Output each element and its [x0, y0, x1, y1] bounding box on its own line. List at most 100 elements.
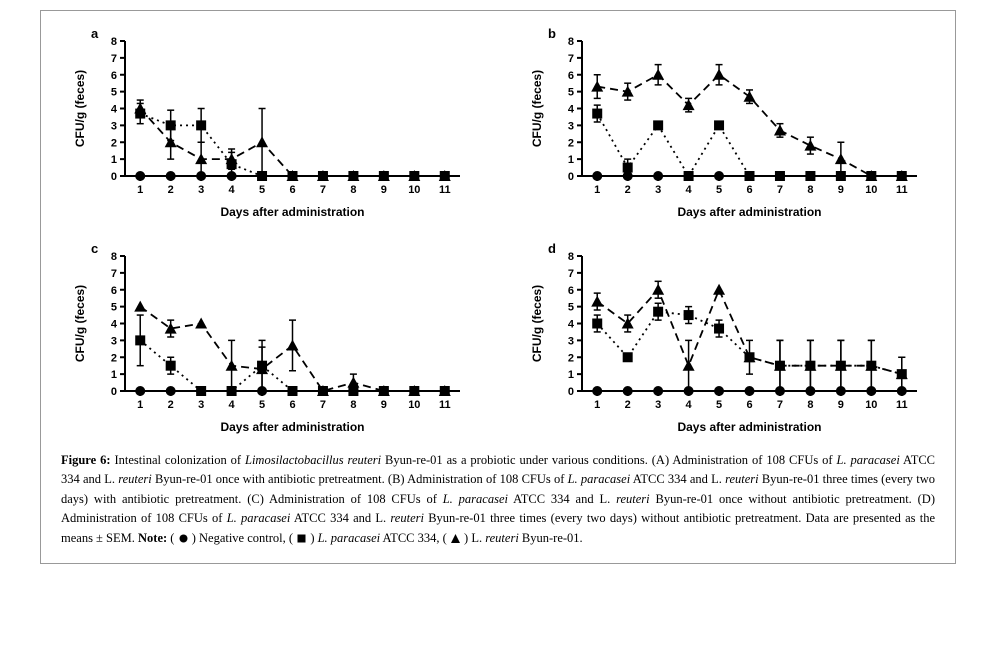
svg-text:8: 8	[567, 36, 573, 48]
svg-text:4: 4	[567, 319, 574, 331]
charts-grid: a 0123456781234567891011Days after admin…	[61, 26, 935, 436]
svg-text:1: 1	[567, 154, 573, 166]
svg-text:0: 0	[567, 171, 573, 183]
svg-text:10: 10	[408, 399, 420, 411]
svg-text:8: 8	[350, 184, 356, 196]
svg-text:3: 3	[567, 120, 573, 132]
svg-text:Days after administration: Days after administration	[677, 205, 821, 219]
svg-text:9: 9	[380, 399, 386, 411]
chart-panel-d: d 0123456781234567891011Days after admin…	[518, 241, 935, 436]
svg-text:3: 3	[567, 335, 573, 347]
svg-text:5: 5	[567, 302, 573, 314]
svg-text:1: 1	[110, 369, 116, 381]
svg-text:2: 2	[110, 352, 116, 364]
svg-text:1: 1	[567, 369, 573, 381]
svg-text:Days after administration: Days after administration	[677, 420, 821, 434]
svg-text:5: 5	[567, 87, 573, 99]
svg-text:CFU/g (feces): CFU/g (feces)	[73, 285, 87, 362]
svg-text:0: 0	[110, 171, 116, 183]
svg-text:2: 2	[167, 399, 173, 411]
svg-text:6: 6	[567, 285, 573, 297]
svg-text:4: 4	[685, 184, 692, 196]
svg-text:8: 8	[807, 184, 813, 196]
panel-label-c: c	[91, 241, 98, 256]
svg-text:6: 6	[746, 399, 752, 411]
svg-text:11: 11	[438, 399, 450, 411]
svg-text:8: 8	[110, 36, 116, 48]
svg-text:1: 1	[110, 154, 116, 166]
svg-text:0: 0	[110, 386, 116, 398]
svg-text:4: 4	[228, 399, 235, 411]
panel-label-a: a	[91, 26, 98, 41]
svg-text:6: 6	[110, 285, 116, 297]
svg-text:9: 9	[380, 184, 386, 196]
svg-text:4: 4	[228, 184, 235, 196]
chart-svg-b: 0123456781234567891011Days after adminis…	[527, 26, 927, 221]
svg-text:2: 2	[624, 399, 630, 411]
svg-text:7: 7	[567, 268, 573, 280]
caption-legend: ( ) Negative control, ( ) L. paracasei A…	[170, 531, 582, 545]
panel-label-d: d	[548, 241, 556, 256]
svg-text:CFU/g (feces): CFU/g (feces)	[530, 70, 544, 147]
panel-label-b: b	[548, 26, 556, 41]
svg-text:6: 6	[110, 70, 116, 82]
svg-text:5: 5	[258, 399, 264, 411]
svg-text:CFU/g (feces): CFU/g (feces)	[530, 285, 544, 362]
svg-text:11: 11	[438, 184, 450, 196]
svg-text:2: 2	[110, 137, 116, 149]
svg-text:4: 4	[110, 319, 117, 331]
svg-text:5: 5	[110, 302, 116, 314]
figure-caption: Figure 6: Intestinal colonization of Lim…	[61, 451, 935, 548]
svg-text:7: 7	[319, 399, 325, 411]
svg-text:Days after administration: Days after administration	[220, 205, 364, 219]
chart-panel-a: a 0123456781234567891011Days after admin…	[61, 26, 478, 221]
chart-svg-c: 0123456781234567891011Days after adminis…	[70, 241, 470, 436]
svg-text:4: 4	[567, 104, 574, 116]
svg-text:3: 3	[198, 184, 204, 196]
svg-text:8: 8	[110, 251, 116, 263]
svg-text:1: 1	[137, 184, 143, 196]
svg-text:3: 3	[655, 184, 661, 196]
svg-text:8: 8	[807, 399, 813, 411]
svg-text:3: 3	[110, 335, 116, 347]
svg-text:11: 11	[895, 399, 907, 411]
svg-text:2: 2	[567, 352, 573, 364]
svg-text:5: 5	[258, 184, 264, 196]
svg-text:1: 1	[594, 399, 600, 411]
svg-text:5: 5	[715, 184, 721, 196]
svg-text:0: 0	[567, 386, 573, 398]
svg-text:7: 7	[776, 399, 782, 411]
svg-text:6: 6	[289, 399, 295, 411]
svg-text:3: 3	[110, 120, 116, 132]
svg-text:7: 7	[110, 53, 116, 65]
svg-text:7: 7	[776, 184, 782, 196]
svg-text:CFU/g (feces): CFU/g (feces)	[73, 70, 87, 147]
svg-text:5: 5	[715, 399, 721, 411]
svg-text:2: 2	[624, 184, 630, 196]
chart-svg-d: 0123456781234567891011Days after adminis…	[527, 241, 927, 436]
svg-text:10: 10	[408, 184, 420, 196]
svg-text:6: 6	[567, 70, 573, 82]
svg-text:Days after administration: Days after administration	[220, 420, 364, 434]
svg-text:10: 10	[865, 399, 877, 411]
svg-text:6: 6	[289, 184, 295, 196]
caption-note-label: Note:	[138, 531, 167, 545]
figure-container: a 0123456781234567891011Days after admin…	[40, 10, 956, 564]
svg-text:9: 9	[837, 399, 843, 411]
svg-text:2: 2	[567, 137, 573, 149]
svg-text:3: 3	[198, 399, 204, 411]
svg-text:7: 7	[567, 53, 573, 65]
chart-panel-b: b 0123456781234567891011Days after admin…	[518, 26, 935, 221]
svg-text:6: 6	[746, 184, 752, 196]
svg-text:1: 1	[137, 399, 143, 411]
svg-text:10: 10	[865, 184, 877, 196]
svg-text:7: 7	[319, 184, 325, 196]
caption-fig-label: Figure 6:	[61, 453, 111, 467]
svg-text:4: 4	[685, 399, 692, 411]
chart-svg-a: 0123456781234567891011Days after adminis…	[70, 26, 470, 221]
svg-text:2: 2	[167, 184, 173, 196]
svg-text:4: 4	[110, 104, 117, 116]
chart-panel-c: c 0123456781234567891011Days after admin…	[61, 241, 478, 436]
svg-text:1: 1	[594, 184, 600, 196]
svg-text:8: 8	[350, 399, 356, 411]
